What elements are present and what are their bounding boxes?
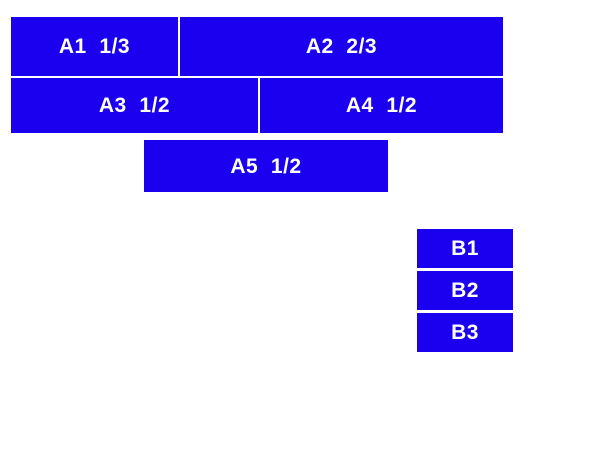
box-a4[interactable]: A4 1/2 xyxy=(260,78,503,133)
box-a1[interactable]: A1 1/3 xyxy=(11,17,178,76)
box-a2[interactable]: A2 2/3 xyxy=(180,17,503,76)
box-a5[interactable]: A5 1/2 xyxy=(144,140,388,192)
box-b1[interactable]: B1 xyxy=(417,229,513,268)
box-b3[interactable]: B3 xyxy=(417,313,513,352)
box-b2[interactable]: B2 xyxy=(417,271,513,310)
box-a3[interactable]: A3 1/2 xyxy=(11,78,258,133)
